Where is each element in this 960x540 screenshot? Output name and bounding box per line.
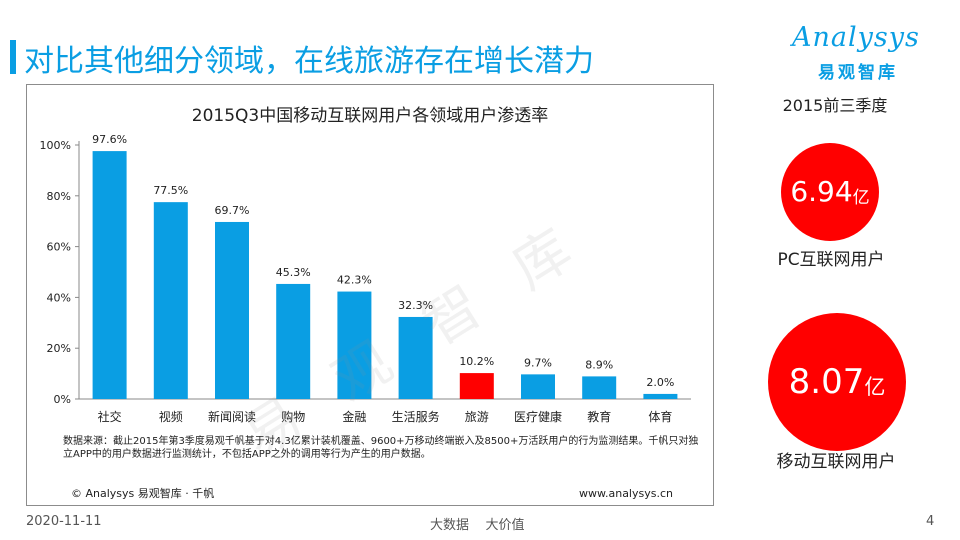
x-tick-label: 社交 bbox=[98, 409, 122, 424]
bar-value-label: 77.5% bbox=[153, 184, 188, 197]
chart-title: 2015Q3中国移动互联网用户各领域用户渗透率 bbox=[192, 106, 548, 126]
pc-users-unit: 亿 bbox=[852, 187, 870, 208]
x-tick-label: 生活服务 bbox=[392, 409, 440, 424]
bar-value-label: 10.2% bbox=[459, 355, 494, 368]
bar bbox=[337, 291, 372, 399]
x-tick-label: 旅游 bbox=[465, 410, 489, 424]
footer-slogan: 大数据 大价值 bbox=[430, 518, 525, 533]
pc-users-value: 6.94 bbox=[790, 175, 853, 208]
bar-value-label: 2.0% bbox=[646, 376, 674, 389]
bar bbox=[459, 373, 494, 399]
pc-users-label: PC互联网用户 bbox=[777, 250, 885, 270]
bar bbox=[153, 202, 188, 399]
bar-value-label: 97.6% bbox=[92, 133, 127, 146]
bar bbox=[582, 376, 617, 399]
y-tick-label: 80% bbox=[47, 190, 71, 203]
data-source-note: 数据来源：截止2015年第3季度易观千帆基于对4.3亿累计装机覆盖、9600+万… bbox=[63, 436, 699, 460]
page-title: 对比其他细分领域，在线旅游存在增长潜力 bbox=[24, 44, 594, 79]
bar-value-label: 32.3% bbox=[398, 299, 433, 312]
y-tick-label: 40% bbox=[47, 291, 71, 304]
y-tick-label: 60% bbox=[47, 241, 71, 254]
bar-value-label: 8.9% bbox=[585, 358, 613, 371]
y-tick-label: 100% bbox=[40, 139, 71, 152]
bar-value-label: 9.7% bbox=[524, 356, 552, 369]
bar bbox=[92, 151, 127, 399]
x-tick-label: 金融 bbox=[342, 409, 366, 424]
x-tick-label: 购物 bbox=[281, 409, 305, 424]
copyright-text: © Analysys 易观智库 · 千帆 bbox=[71, 487, 215, 500]
website-link[interactable]: www.analysys.cn bbox=[579, 487, 673, 500]
logo-wordmark: Analysys bbox=[792, 22, 920, 53]
x-tick-label: 医疗健康 bbox=[514, 409, 562, 424]
mobile-users-unit: 亿 bbox=[864, 375, 886, 399]
bar-value-label: 45.3% bbox=[276, 266, 311, 279]
mobile-users-circle: 8.07 亿 bbox=[768, 313, 906, 451]
bar bbox=[643, 393, 678, 399]
bar bbox=[521, 374, 555, 399]
x-tick-label: 视频 bbox=[159, 409, 183, 424]
x-tick-label: 教育 bbox=[587, 409, 611, 424]
bar-value-label: 69.7% bbox=[215, 204, 250, 217]
bar-chart: 2015Q3中国移动互联网用户各领域用户渗透率 0% 20% 40% 60% 80% 100… bbox=[40, 106, 691, 424]
stats-period: 2015前三季度 bbox=[782, 96, 888, 115]
bar bbox=[398, 316, 433, 399]
mobile-users-label: 移动互联网用户 bbox=[776, 452, 896, 472]
y-tick-label: 0% bbox=[54, 393, 71, 406]
title-accent-bar bbox=[10, 40, 16, 74]
bar bbox=[215, 221, 249, 399]
page-number: 4 bbox=[926, 514, 935, 529]
x-tick-label: 体育 bbox=[648, 409, 672, 424]
y-tick-label: 20% bbox=[47, 342, 71, 355]
footer-date: 2020-11-11 bbox=[26, 514, 102, 529]
pc-users-circle: 6.94 亿 bbox=[781, 143, 879, 241]
chart-panel: 2015Q3中国移动互联网用户各领域用户渗透率 0% 20% 40% 60% 80% 100… bbox=[26, 84, 714, 506]
x-tick-label: 新闻阅读 bbox=[208, 409, 256, 424]
logo-chinese-name: 易观智库 bbox=[818, 63, 898, 83]
bar-value-label: 42.3% bbox=[337, 274, 372, 287]
mobile-users-value: 8.07 bbox=[788, 362, 865, 402]
analysys-logo: Analysys 易观智库 bbox=[792, 22, 942, 84]
bar bbox=[276, 283, 311, 399]
